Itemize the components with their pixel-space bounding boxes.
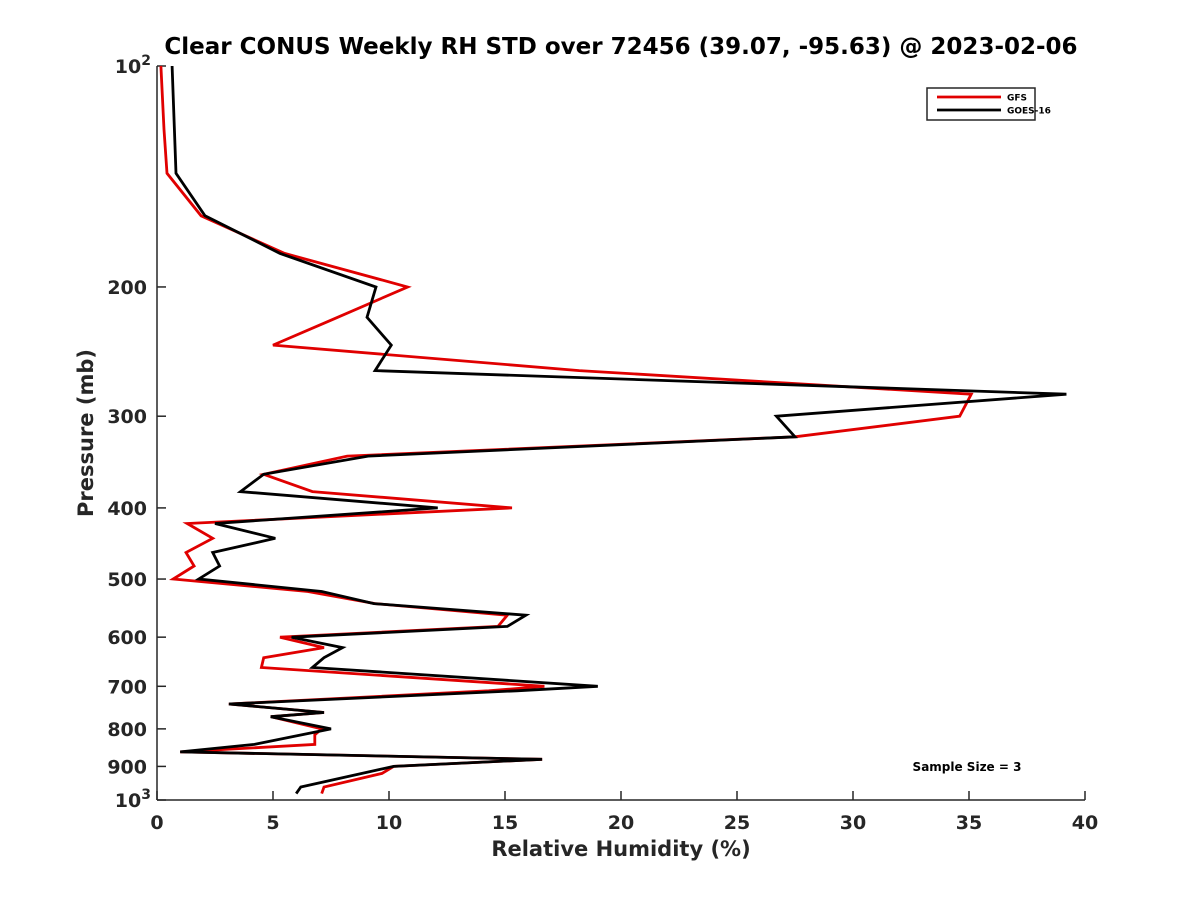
y-tick-label: 200 xyxy=(107,277,147,299)
chart-title: Clear CONUS Weekly RH STD over 72456 (39… xyxy=(164,34,1077,60)
y-tick-label: 500 xyxy=(107,569,147,591)
y-tick-label: 800 xyxy=(107,719,147,741)
x-tick-label: 10 xyxy=(376,812,402,834)
series-goes-16 xyxy=(170,65,1067,795)
x-tick-label: 0 xyxy=(150,812,163,834)
y-tick-label-base: 10 xyxy=(115,56,141,78)
y-tick-label-exponent: 2 xyxy=(141,53,151,69)
y-tick-label: 300 xyxy=(107,406,147,428)
y-tick-label-exponent: 3 xyxy=(141,787,151,803)
x-axis-label: Relative Humidity (%) xyxy=(491,837,750,861)
y-tick-label: 400 xyxy=(107,498,147,520)
x-tick-label: 35 xyxy=(956,812,982,834)
x-tick-label: 40 xyxy=(1072,812,1098,834)
legend-label: GFS xyxy=(1007,94,1027,104)
x-tick-label: 30 xyxy=(840,812,866,834)
series-gfs xyxy=(159,65,974,795)
x-tick-label: 25 xyxy=(724,812,750,834)
axes: 0 5 10 15 20 25 30 35 40102200300400500600700800… xyxy=(107,53,1098,834)
y-tick-label-base: 10 xyxy=(115,790,141,812)
sample-size-annotation: Sample Size = 3 xyxy=(913,760,1022,774)
legend: GFS GOES-16 xyxy=(926,87,1051,121)
series-line xyxy=(170,65,1067,795)
x-tick-label: 20 xyxy=(608,812,634,834)
legend-box xyxy=(926,87,1036,121)
x-tick-label: 5 xyxy=(266,812,279,834)
y-tick-label: 103 xyxy=(115,787,151,812)
y-tick-label: 102 xyxy=(115,53,151,78)
y-axis-label: Pressure (mb) xyxy=(74,349,98,517)
legend-label: GOES-16 xyxy=(1007,107,1051,117)
series-line xyxy=(159,65,974,795)
y-tick-label: 900 xyxy=(107,756,147,778)
series-layer xyxy=(159,65,1067,795)
y-tick-label: 700 xyxy=(107,676,147,698)
x-tick-label: 15 xyxy=(492,812,518,834)
y-tick-label: 600 xyxy=(107,627,147,649)
